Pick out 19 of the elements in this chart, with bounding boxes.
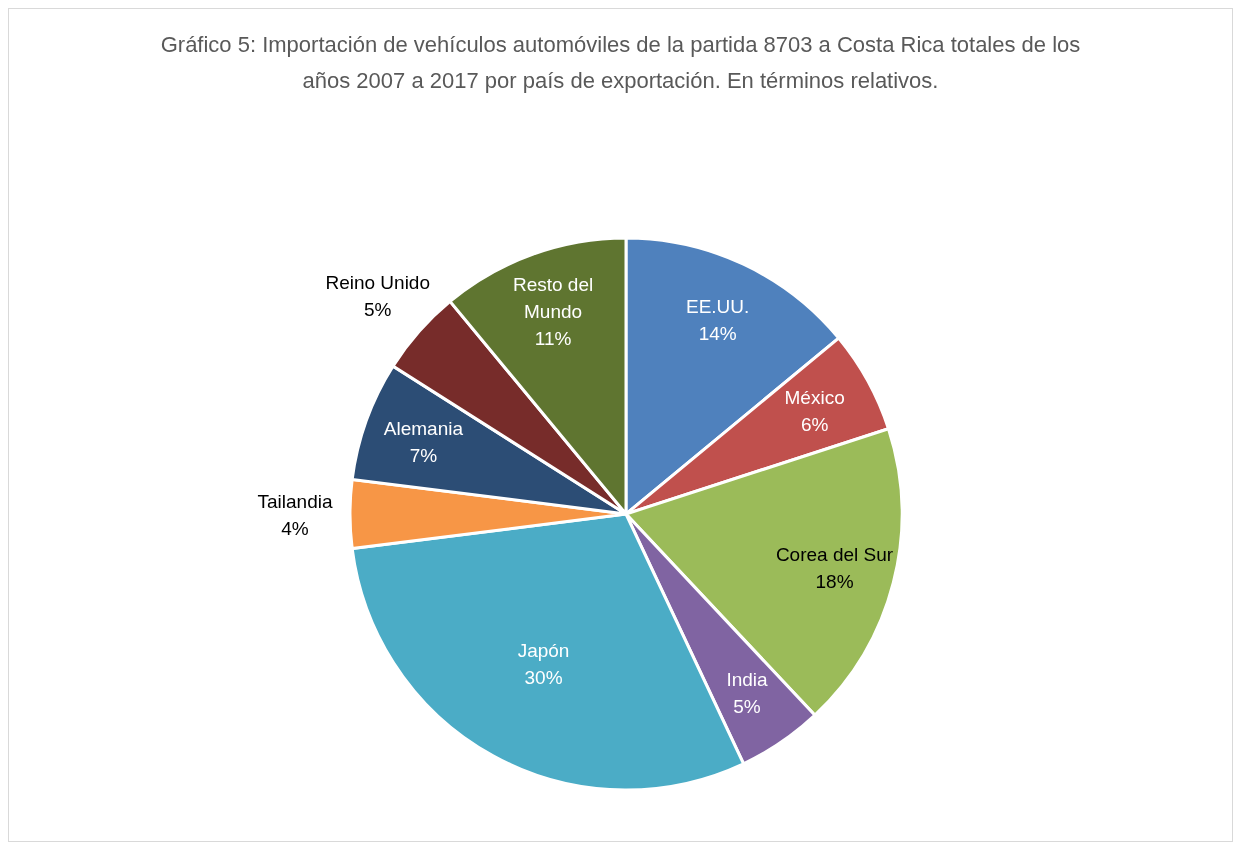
slice-label: Alemania: [383, 417, 464, 439]
data-label: 5%: [733, 695, 761, 717]
slice-label: India: [726, 668, 769, 690]
slice-label: EE.UU.: [685, 295, 750, 317]
data-label: 5%: [363, 298, 392, 320]
data-label: 30%: [524, 666, 563, 688]
slice-label: Corea del Sur: [775, 543, 894, 565]
slice-label: México: [784, 386, 845, 408]
data-label: 7%: [409, 444, 438, 466]
slice-label: Resto del Mundo: [512, 273, 594, 322]
data-label: 6%: [800, 413, 829, 435]
data-label: 18%: [815, 570, 854, 592]
data-label: 4%: [281, 517, 309, 538]
chart-title: Gráfico 5: Importación de vehículos automóviles de la partida 8703 a Costa Rica totales de los años 2007 a 2017 por país de exportación. En términos relativos.: [159, 31, 1082, 95]
slice-label: Tailandia: [257, 490, 333, 511]
slice-label: Japón: [517, 639, 570, 661]
slice-label: Reino Unido: [325, 271, 430, 293]
data-label: 14%: [698, 322, 737, 344]
data-label: 11%: [534, 327, 572, 349]
